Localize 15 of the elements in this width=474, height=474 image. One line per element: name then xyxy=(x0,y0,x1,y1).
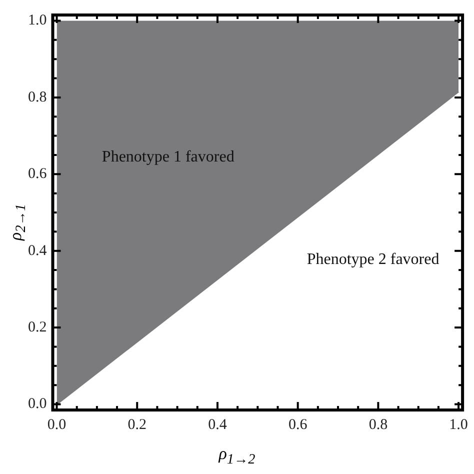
y-tick-label: 0.6 xyxy=(28,166,48,182)
annotation: Phenotype 1 favored xyxy=(102,148,234,166)
y-tick-label: 0.4 xyxy=(28,242,48,259)
annotation: Phenotype 2 favored xyxy=(306,251,440,268)
y-tick-label: 1.0 xyxy=(28,12,47,29)
x-tick-label: 1.0 xyxy=(449,416,468,433)
y-tick-label: 0.8 xyxy=(28,89,47,106)
x-tick-label: 0.4 xyxy=(208,416,228,433)
x-tick-label: 0.0 xyxy=(47,416,66,433)
x-tick-label: 0.2 xyxy=(128,416,146,433)
x-tick-label: 0.6 xyxy=(288,416,308,433)
y-tick-label: 0.2 xyxy=(28,319,47,336)
y-tick-label: 0.0 xyxy=(28,396,47,412)
x-axis-title: ρ$_{1→2}$ xyxy=(217,444,256,468)
x-tick-label: 0.8 xyxy=(368,416,388,433)
